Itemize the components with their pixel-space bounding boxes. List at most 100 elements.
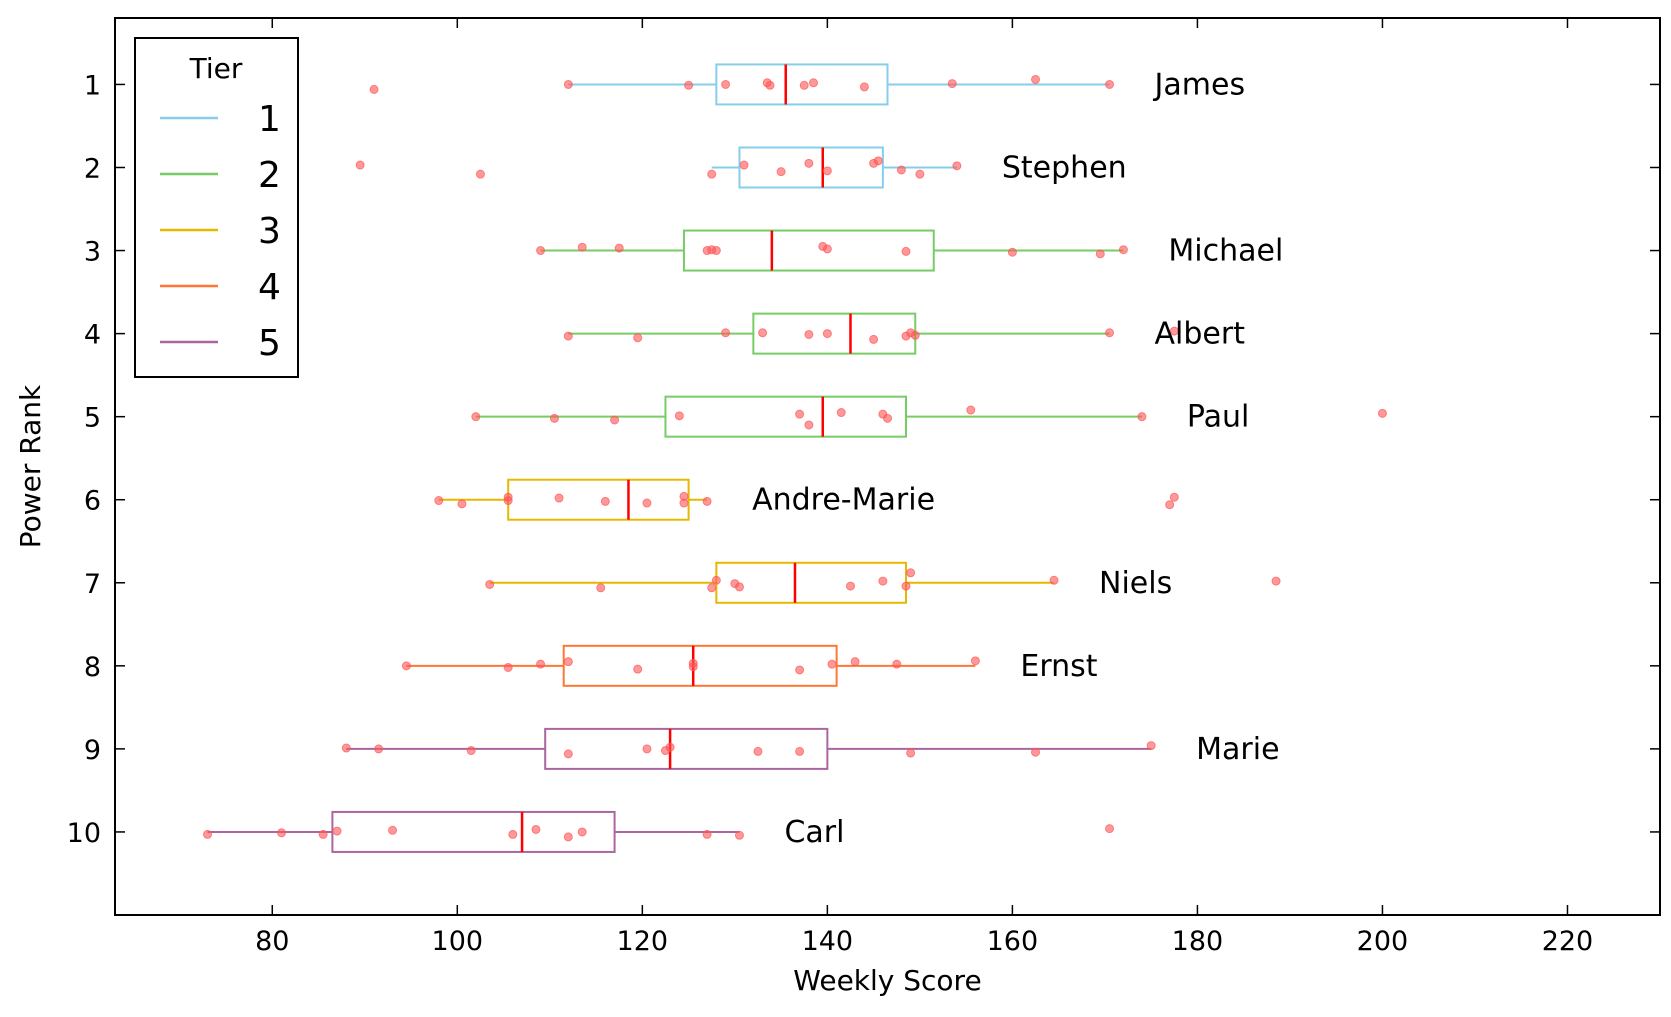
data-point [822,244,832,254]
series-ernst: Ernst [401,644,1098,687]
data-point [721,79,731,89]
data-point [799,80,809,90]
data-point [614,243,624,253]
data-point [600,496,610,506]
legend-label: 2 [258,155,281,196]
y-tick-label: 1 [84,70,101,101]
data-point [850,657,860,667]
y-tick-label: 2 [84,154,101,185]
box [331,810,616,853]
data-point [966,405,976,415]
plot-marks: James Stephen Michael Albert Paul Andre-Marie… [203,63,1387,853]
data-point [1105,824,1115,834]
y-tick-label: 10 [67,818,101,849]
data-point [674,411,684,421]
data-point [795,665,805,675]
data-point [434,496,444,506]
x-tick-label: 200 [1357,926,1409,957]
series-label: Ernst [1020,649,1097,684]
data-point [859,82,869,92]
data-point [508,829,518,839]
data-point [563,331,573,341]
data-point [970,656,980,666]
data-point [869,334,879,344]
data-point [702,496,712,506]
box [544,727,829,770]
x-axis: 80 100 120 140 160 180 200 220 [255,18,1593,957]
data-point [1377,408,1387,418]
data-point [596,583,606,593]
data-point [878,576,888,586]
box [715,561,908,604]
data-point [1118,245,1128,255]
data-point [734,830,744,840]
series-albert: Albert [563,312,1246,355]
data-point [906,748,916,758]
data-point [836,408,846,418]
data-point [1137,412,1147,422]
x-axis-label: Weekly Score [793,964,981,997]
data-point [563,832,573,842]
data-point [341,743,351,753]
x-tick-label: 220 [1542,926,1594,957]
series-niels: Niels [485,561,1281,604]
data-point [554,493,564,503]
data-point [684,80,694,90]
series-label: Albert [1155,317,1246,352]
data-point [563,749,573,759]
series-label: Stephen [1002,151,1127,186]
data-point [633,333,643,343]
data-point [765,80,775,90]
data-point [896,165,906,175]
series-stephen: Stephen [355,146,1127,189]
data-point [711,575,721,585]
data-point [910,330,920,340]
data-point [401,661,411,671]
data-point [549,413,559,423]
data-point [827,659,837,669]
data-point [563,657,573,667]
x-tick-label: 120 [617,926,669,957]
data-point [804,329,814,339]
data-point [1105,328,1115,338]
data-point [892,659,902,669]
series-label: Niels [1099,566,1172,601]
series-label: Marie [1196,732,1279,767]
series-andre-marie: Andre-Marie [434,478,1179,521]
series-label: Andre-Marie [752,483,935,518]
y-axis: 1 2 3 4 5 6 7 8 9 10 [67,70,1660,849]
data-point [795,746,805,756]
series-carl: Carl [203,810,1115,853]
data-point [577,242,587,252]
y-tick-label: 8 [84,652,101,683]
x-tick-label: 80 [255,926,289,957]
data-point [388,825,398,835]
data-point [203,829,213,839]
data-point [1031,74,1041,84]
data-point [633,664,643,674]
series-james: James [369,63,1245,106]
data-point [721,328,731,338]
data-point [531,824,541,834]
y-tick-label: 9 [84,735,101,766]
box [682,229,935,272]
data-point [901,581,911,591]
series-paul: Paul [471,395,1387,438]
series-label: Paul [1187,400,1249,435]
y-tick-label: 3 [84,237,101,268]
data-point [734,582,744,592]
box [738,146,884,189]
data-point [804,420,814,430]
series-marie: Marie [341,727,1280,770]
data-point [369,84,379,94]
legend-box [134,37,299,378]
data-point [610,415,620,425]
legend-label: 5 [258,323,281,364]
data-point [707,169,717,179]
data-point [1146,741,1156,751]
data-point [642,744,652,754]
series-label: Michael [1168,234,1283,269]
series-label: Carl [784,815,844,850]
data-point [665,742,675,752]
